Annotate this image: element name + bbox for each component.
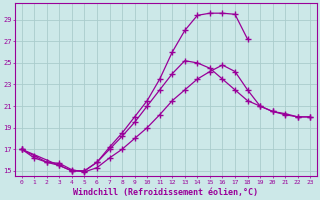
X-axis label: Windchill (Refroidissement éolien,°C): Windchill (Refroidissement éolien,°C) xyxy=(74,188,259,197)
